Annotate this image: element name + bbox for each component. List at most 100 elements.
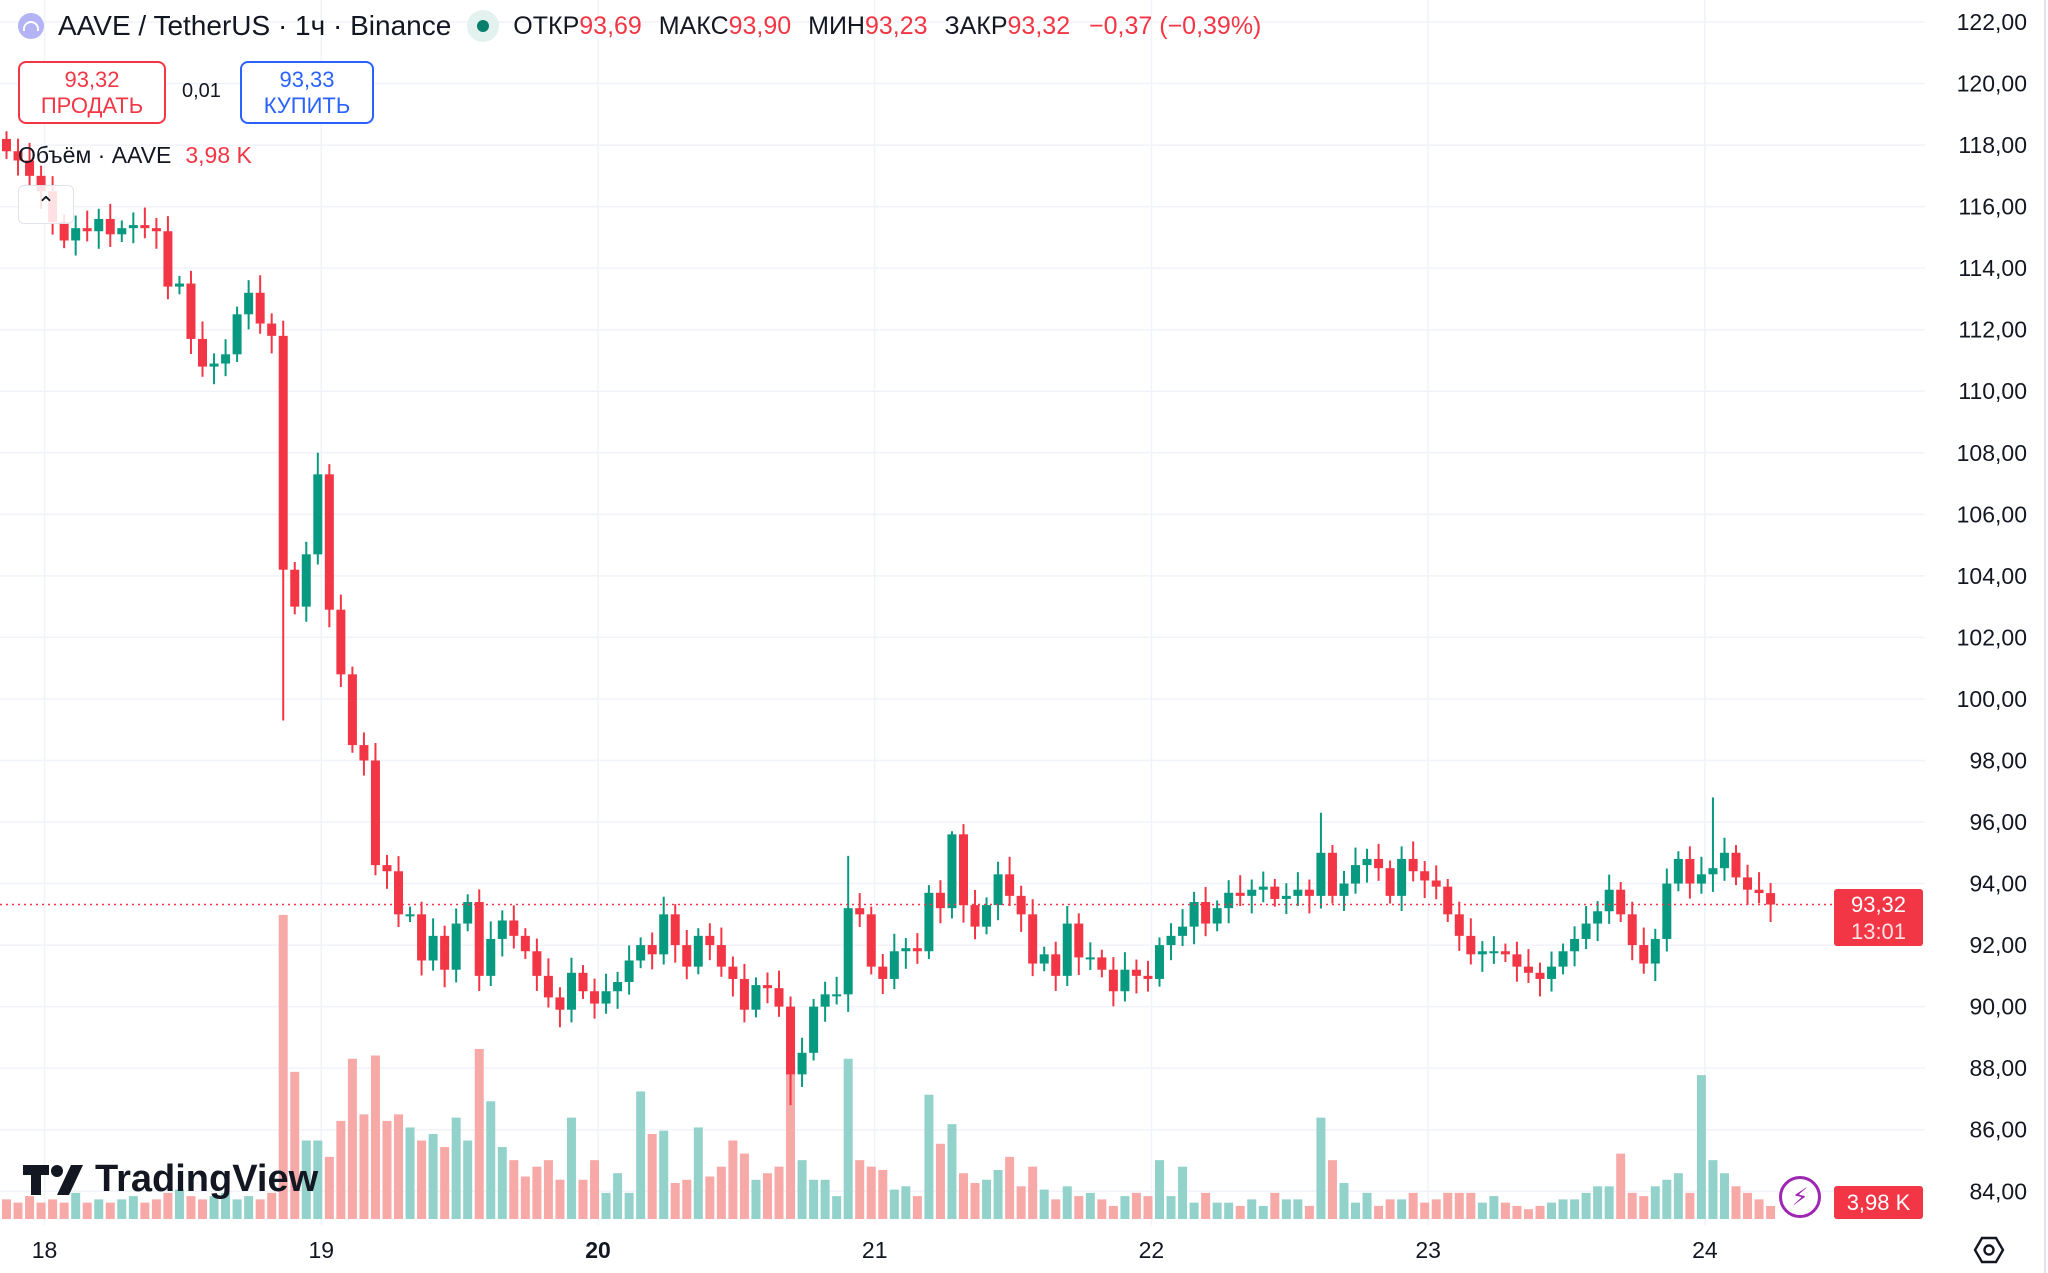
chevron-up-icon: ⌃: [36, 191, 56, 217]
candle-down: [278, 335, 288, 570]
candle-up: [613, 982, 623, 992]
close-value: 93,32: [1007, 11, 1071, 40]
volume-bar: [463, 1140, 473, 1219]
volume-bar: [1685, 1192, 1695, 1219]
price-axis-label: 114,00: [1958, 255, 2027, 281]
candle-down: [474, 902, 484, 976]
volume-bar: [912, 1196, 922, 1219]
candle-up: [601, 991, 611, 1004]
volume-bar: [843, 1058, 853, 1219]
volume-bar: [1650, 1186, 1660, 1219]
volume-bar: [866, 1166, 876, 1219]
candle-up: [313, 474, 323, 555]
volume-bar: [59, 1202, 69, 1219]
volume-bar: [578, 1179, 588, 1219]
time-axis-label: 24: [1692, 1237, 1718, 1263]
candle-up: [947, 834, 957, 909]
candle-up: [659, 914, 669, 955]
volume-bar: [1339, 1183, 1349, 1219]
volume-bar: [1696, 1075, 1706, 1219]
candle-down: [509, 920, 519, 936]
volume-bar: [117, 1199, 127, 1219]
candle-down: [370, 760, 380, 866]
volume-bar: [1673, 1173, 1683, 1219]
settings-icon[interactable]: [1973, 1234, 2005, 1266]
volume-bar: [693, 1127, 703, 1219]
volume-bar: [924, 1094, 934, 1219]
volume-bar: [232, 1199, 242, 1219]
candle-up: [486, 938, 496, 976]
volume-bar: [497, 1147, 507, 1219]
volume-bar: [1570, 1199, 1580, 1219]
volume-bar: [255, 1199, 265, 1219]
candle-down: [1685, 858, 1695, 884]
volume-bar: [1051, 1199, 1061, 1219]
candle-up: [301, 554, 311, 607]
tradingview-logo-text: TradingView: [95, 1158, 319, 1200]
lightning-icon[interactable]: ⚡︎: [1779, 1176, 1821, 1218]
candle-up: [405, 914, 415, 917]
volume-bar: [647, 1133, 657, 1219]
candle-up: [221, 354, 231, 364]
symbol-title[interactable]: AAVE / TetherUS · 1ч · Binance: [58, 10, 452, 41]
volume-bar: [832, 1196, 842, 1219]
candle-down: [1454, 914, 1464, 936]
candle-down: [935, 892, 945, 909]
volume-legend[interactable]: Объём · AAVE 3,98 K: [18, 142, 252, 169]
bar-countdown: 13:01: [1850, 919, 1907, 944]
volume-bar: [128, 1196, 138, 1219]
candle-up: [901, 948, 911, 952]
volume-bar: [520, 1176, 530, 1219]
price-axis-label: 116,00: [1958, 194, 2027, 220]
volume-bar: [1639, 1196, 1649, 1219]
candle-up: [1593, 911, 1603, 924]
sell-label: ПРОДАТЬ: [40, 92, 144, 118]
market-open-dot-icon: [467, 10, 500, 42]
candle-down: [151, 228, 161, 232]
volume-bar: [1581, 1192, 1591, 1219]
volume-bar: [1201, 1192, 1211, 1219]
candle-down: [1374, 858, 1384, 869]
volume-bar: [486, 1101, 496, 1219]
buy-label: КУПИТЬ: [263, 92, 351, 118]
candle-up: [1604, 889, 1614, 912]
candle-down: [1639, 945, 1649, 964]
candle-down: [1466, 935, 1476, 955]
candle-up: [128, 225, 138, 229]
buy-button[interactable]: 93,33 КУПИТЬ: [240, 61, 374, 124]
volume-bar: [174, 1189, 184, 1219]
candle-down: [1535, 972, 1545, 979]
price-axis-label: 118,00: [1958, 132, 2027, 158]
candle-up: [209, 363, 219, 367]
volume-bar: [947, 1124, 957, 1219]
volume-bar: [901, 1186, 911, 1219]
candle-down: [1005, 874, 1015, 896]
volume-bar: [797, 1160, 807, 1219]
candle-up: [1166, 935, 1176, 946]
candle-up: [1120, 969, 1130, 992]
candle-down: [163, 231, 173, 287]
candle-down: [762, 985, 772, 989]
price-axis-label: 84,00: [1969, 1178, 2027, 1204]
volume-bar: [820, 1179, 830, 1219]
volume-bar: [982, 1179, 992, 1219]
volume-bar: [267, 1192, 277, 1219]
candle-down: [647, 945, 657, 955]
chart-legend: AAVE / TetherUS · 1ч · Binance ОТКР93,69…: [18, 10, 1261, 42]
volume-bar: [1558, 1199, 1568, 1219]
ohlc-values: ОТКР93,69 МАКС93,90 МИН93,23 ЗАКР93,32 −…: [513, 12, 1261, 41]
candle-down: [440, 935, 450, 970]
candle-down: [1097, 957, 1107, 970]
tradingview-logo[interactable]: TradingView: [23, 1158, 318, 1201]
sell-button[interactable]: 93,32 ПРОДАТЬ: [18, 61, 166, 124]
collapse-legend-button[interactable]: ⌃: [18, 185, 74, 224]
candle-down: [382, 865, 392, 872]
volume-bar: [1362, 1192, 1372, 1219]
candle-up: [1339, 883, 1349, 896]
volume-bar: [1316, 1117, 1326, 1219]
candle-up: [1397, 858, 1407, 896]
volume-bar: [1627, 1192, 1637, 1219]
candle-down: [1616, 889, 1626, 915]
volume-bar: [636, 1091, 646, 1219]
